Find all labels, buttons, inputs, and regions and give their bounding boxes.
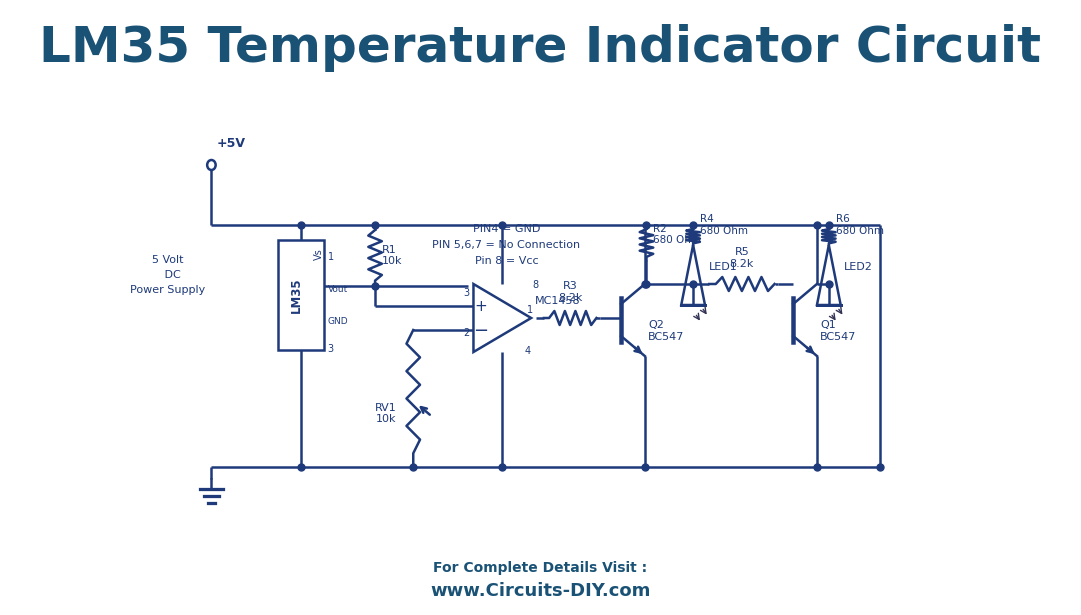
Text: 1: 1 [328,252,334,262]
Text: R3
8.2k: R3 8.2k [558,282,583,303]
Text: LM35: LM35 [290,277,303,313]
Text: Q2
BC547: Q2 BC547 [649,320,684,342]
Text: LED1: LED1 [708,262,737,272]
Text: PIN4 = GND
PIN 5,6,7 = No Connection
Pin 8 = Vcc: PIN4 = GND PIN 5,6,7 = No Connection Pin… [432,224,580,266]
Text: 5 Volt
   DC
Power Supply: 5 Volt DC Power Supply [130,255,205,295]
Text: GND: GND [328,317,348,325]
Text: Q1
BC547: Q1 BC547 [820,320,857,342]
Text: Vs: Vs [315,248,324,260]
Text: LED2: LED2 [844,262,873,272]
Text: www.Circuits-DIY.com: www.Circuits-DIY.com [430,582,651,600]
Text: LM35 Temperature Indicator Circuit: LM35 Temperature Indicator Circuit [40,24,1041,72]
Text: 8: 8 [533,280,539,290]
Text: MC1458: MC1458 [535,296,580,306]
Text: RV1
10k: RV1 10k [375,403,397,424]
Text: For Complete Details Visit :: For Complete Details Visit : [433,561,648,575]
Text: +5V: +5V [216,137,245,150]
Text: 3: 3 [328,344,334,354]
Text: 1: 1 [526,305,533,315]
Text: R2
680 Ohm: R2 680 Ohm [653,224,702,245]
Text: R5
8.2k: R5 8.2k [730,247,755,269]
Text: Vout: Vout [328,285,348,294]
Text: R6
680 Ohm: R6 680 Ohm [836,214,883,236]
Text: 4: 4 [524,346,531,356]
Text: −: − [473,322,489,340]
Text: 2: 2 [464,328,469,338]
Text: R4
680 Ohm: R4 680 Ohm [699,214,748,236]
Bar [278,240,324,350]
Text: R1
10k: R1 10k [382,245,402,266]
Text: +: + [475,298,488,314]
Text: 3: 3 [464,288,469,298]
